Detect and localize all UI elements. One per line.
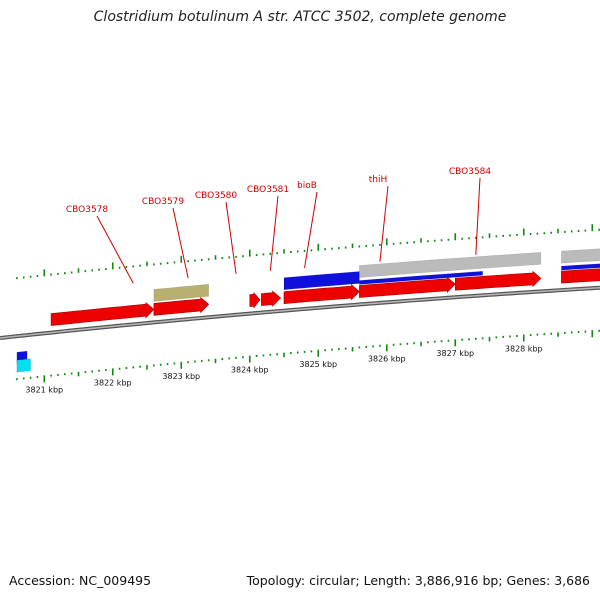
- gene-arrow: [249, 292, 261, 309]
- scale-labels: 3821 kbp 3822 kbp 3823 kbp 3824 kbp 3825 kbp…: [25, 345, 542, 395]
- blue-annotation-bar: [359, 270, 483, 285]
- upper-tick-track: [16, 224, 600, 280]
- gene-label-leader: [96, 215, 134, 284]
- gene-label-leader: [304, 191, 318, 269]
- annotation-track: [16, 248, 600, 373]
- gene-label-leader: [225, 201, 237, 274]
- gene-label: bioB: [297, 181, 317, 191]
- gene-label-leader: [475, 177, 481, 255]
- gene-labels: CBO3578 CBO3579 CBO3580 CBO3581 bioB thiH CBO3…: [66, 167, 492, 284]
- gene-label: CBO3578: [66, 205, 109, 215]
- gene-arrow: [359, 276, 456, 298]
- scale-tick-label: 3827 kbp: [436, 349, 474, 358]
- gene-label: CBO3581: [247, 185, 289, 195]
- topology-summary: Topology: circular; Length: 3,886,916 bp…: [246, 573, 590, 588]
- gene-label: CBO3584: [449, 167, 492, 177]
- gene-label-leader: [269, 195, 279, 271]
- cyan-annotation-bar: [16, 358, 31, 373]
- gene-label: CBO3580: [195, 191, 238, 201]
- gene-label-leader: [172, 207, 189, 279]
- gene-label-leader: [379, 185, 389, 262]
- gene-track: [50, 268, 600, 326]
- scale-tick-label: 3828 kbp: [505, 345, 543, 354]
- genome-backbone: [0, 285, 600, 340]
- gene-arrow: [50, 302, 155, 326]
- scale-tick-label: 3826 kbp: [368, 354, 406, 363]
- gene-arrow: [261, 290, 282, 307]
- scale-tick-label: 3825 kbp: [299, 360, 337, 369]
- gray-annotation-bar: [359, 252, 542, 278]
- scale-tick-label: 3823 kbp: [162, 372, 200, 381]
- gene-arrow: [283, 283, 360, 305]
- blue-annotation-bar: [561, 263, 600, 271]
- backbone-highlight: [0, 286, 600, 339]
- gene-arrow: [561, 268, 600, 284]
- lower-tick-track: [16, 329, 600, 383]
- gene-arrow: [153, 296, 210, 316]
- olive-annotation-bar: [153, 283, 209, 302]
- genome-title: Clostridium botulinum A str. ATCC 3502, …: [93, 9, 507, 25]
- scale-tick-label: 3822 kbp: [94, 378, 132, 387]
- accession-label: Accession: NC_009495: [9, 573, 152, 588]
- gray-annotation-bar: [561, 248, 600, 264]
- scale-tick-label: 3824 kbp: [231, 366, 269, 375]
- gene-label: CBO3579: [142, 197, 185, 207]
- gene-label: thiH: [369, 175, 388, 185]
- scale-tick-label: 3821 kbp: [25, 385, 63, 394]
- gene-arrow: [455, 270, 542, 291]
